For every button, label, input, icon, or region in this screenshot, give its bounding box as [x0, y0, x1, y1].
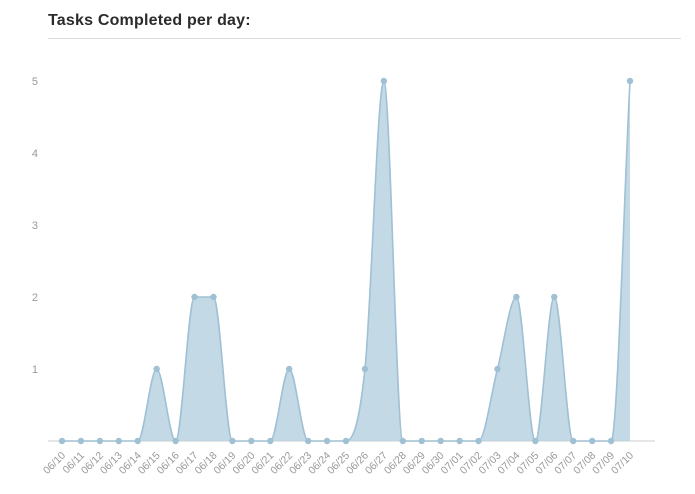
- data-point: [494, 365, 501, 373]
- data-points: [58, 77, 634, 445]
- data-point: [77, 437, 85, 445]
- data-point: [210, 293, 217, 301]
- data-point: [342, 437, 350, 445]
- data-point: [191, 293, 198, 301]
- title-divider: [48, 38, 681, 39]
- data-point: [418, 437, 425, 445]
- data-point: [399, 437, 406, 445]
- data-point: [532, 437, 539, 445]
- data-point: [513, 293, 520, 301]
- data-point: [229, 437, 236, 445]
- x-tick-label: 07/10: [609, 450, 636, 477]
- page-title: Tasks Completed per day:: [48, 12, 251, 29]
- y-tick-label: 3: [32, 220, 38, 232]
- data-point: [96, 437, 104, 445]
- data-point: [361, 365, 369, 373]
- data-point: [570, 437, 577, 445]
- data-point: [437, 437, 444, 445]
- data-point: [551, 293, 558, 301]
- y-axis-labels: 1 2 3 4 5: [32, 76, 38, 376]
- data-point: [607, 437, 615, 445]
- series-area: [62, 81, 630, 441]
- y-tick-label: 5: [32, 76, 38, 88]
- y-tick-label: 2: [32, 292, 38, 304]
- data-point: [172, 437, 179, 445]
- data-point: [323, 437, 331, 445]
- data-point: [267, 437, 274, 445]
- data-point: [304, 437, 312, 445]
- data-point: [153, 365, 160, 373]
- series-line: [62, 80, 631, 442]
- data-point: [588, 437, 596, 445]
- data-point: [475, 437, 482, 445]
- x-axis-labels: 06/1006/1106/1206/1306/1406/1506/1606/17…: [41, 450, 636, 477]
- data-point: [248, 437, 255, 445]
- tasks-per-day-chart: 1 2 3 4 5 06/1006/1106/1206/1306/1406/1506/16…: [32, 76, 655, 477]
- data-point: [626, 77, 634, 85]
- y-tick-label: 4: [32, 148, 38, 160]
- data-point: [58, 437, 66, 445]
- data-point: [456, 437, 463, 445]
- data-point: [380, 77, 388, 85]
- data-point: [286, 365, 293, 373]
- y-tick-label: 1: [32, 364, 38, 376]
- data-point: [134, 437, 141, 445]
- data-point: [115, 437, 123, 445]
